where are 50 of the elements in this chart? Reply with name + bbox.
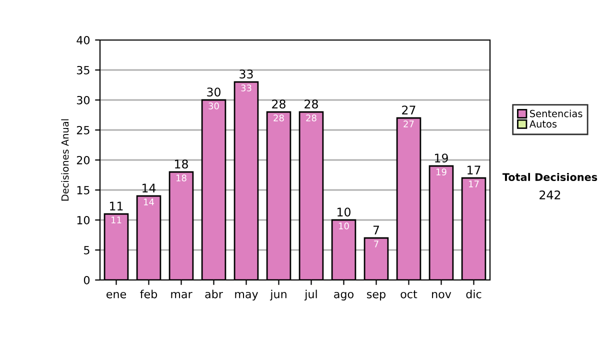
total-label: 28 [272,100,286,109]
total-label: 10 [338,208,350,217]
data-label: 19 [436,168,446,176]
text: Total Decisiones [502,172,598,182]
data-label: 28 [306,114,316,122]
x-tick-label: ago [334,292,354,300]
x-tick-label: jun [270,290,286,300]
data-label: 27 [404,120,414,128]
total-label: 28 [304,100,318,109]
data-label: 30 [208,102,219,110]
x-tick-label: may [235,292,258,300]
legend-label: Sentencias [530,110,582,118]
y-tick-label: 15 [77,186,90,194]
y-axis-title: Decisiones Anual [61,119,69,201]
y-tick-label: 5 [84,246,90,254]
data-label: 11 [112,216,122,224]
x-tick-label: sep [367,292,386,300]
y-tick-label: 30 [76,96,90,104]
total-label: 30 [207,88,220,97]
text: 242 [540,190,560,200]
y-tick-label: 0 [84,276,90,284]
y-tick-label: 40 [76,36,90,44]
y-tick-label: 25 [76,126,90,134]
data-label: 7 [374,240,378,248]
x-tick-label: oct [400,290,418,298]
x-tick-label: ene [106,292,126,298]
x-tick-label: feb [140,290,158,298]
y-tick-label: 35 [76,66,90,74]
total-label: 11 [110,202,123,210]
data-label: 28 [274,114,284,122]
x-tick-label: mar [171,292,192,298]
total-label: 19 [435,154,448,163]
data-label: 14 [144,198,154,206]
y-tick-label: 20 [76,156,90,164]
x-tick-label: abr [205,290,223,298]
data-label: 18 [176,174,186,182]
data-label: 33 [241,84,252,92]
total-label: 17 [468,166,480,174]
x-tick-label: dic [466,290,482,298]
y-tick-label: 10 [77,216,90,224]
data-label: 10 [339,222,349,230]
x-tick-label: nov [432,292,452,298]
x-tick-label: jul [304,290,317,300]
legend-label: Autos [529,120,557,128]
total-label: 18 [175,160,188,169]
total-label: 33 [240,70,253,79]
data-label: 17 [469,180,479,188]
total-label: 7 [373,226,379,234]
total-label: 27 [402,106,416,114]
total-label: 14 [142,184,156,192]
